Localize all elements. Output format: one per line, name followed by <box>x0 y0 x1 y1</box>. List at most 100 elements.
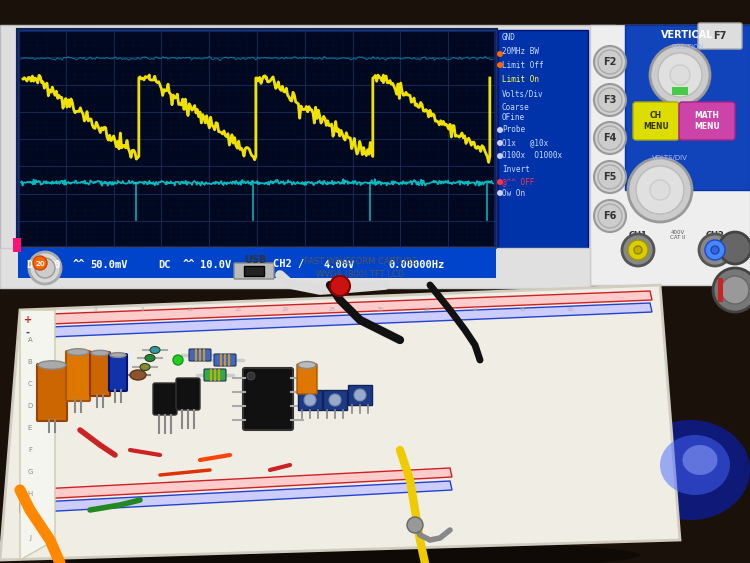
Circle shape <box>407 517 423 533</box>
Text: O1x   @10x: O1x @10x <box>502 138 548 148</box>
Text: H: H <box>27 491 33 497</box>
Text: 30: 30 <box>376 307 384 312</box>
Bar <box>590 25 750 285</box>
Text: F3: F3 <box>603 95 616 105</box>
Text: Ow On: Ow On <box>502 189 525 198</box>
Text: I: I <box>29 513 31 519</box>
Text: 25: 25 <box>328 307 336 312</box>
Ellipse shape <box>298 361 316 369</box>
Text: CH2: CH2 <box>706 230 724 239</box>
Circle shape <box>711 246 719 254</box>
Text: 0.00000Hz: 0.00000Hz <box>388 260 444 270</box>
Text: POSITION: POSITION <box>671 44 704 50</box>
Bar <box>298 390 322 410</box>
Ellipse shape <box>40 540 640 563</box>
Text: 20: 20 <box>35 261 45 267</box>
Ellipse shape <box>91 350 109 356</box>
Circle shape <box>594 161 626 193</box>
Text: 15: 15 <box>234 307 242 312</box>
Bar <box>244 266 264 276</box>
Text: VERTICAL: VERTICAL <box>662 30 714 40</box>
Bar <box>625 25 750 190</box>
Circle shape <box>35 258 55 278</box>
FancyBboxPatch shape <box>189 349 211 361</box>
Bar <box>348 385 372 405</box>
FancyBboxPatch shape <box>153 383 177 415</box>
FancyBboxPatch shape <box>214 354 236 366</box>
Circle shape <box>628 240 648 260</box>
Ellipse shape <box>38 361 66 369</box>
Circle shape <box>594 200 626 232</box>
Bar <box>718 278 723 302</box>
Text: A: A <box>28 337 32 343</box>
Circle shape <box>628 158 692 222</box>
Polygon shape <box>25 303 652 338</box>
Circle shape <box>330 276 350 296</box>
Circle shape <box>497 140 503 146</box>
Circle shape <box>497 62 503 68</box>
Circle shape <box>33 256 47 270</box>
Text: -: - <box>26 328 30 338</box>
Text: VOLTS/DIV: VOLTS/DIV <box>652 155 688 161</box>
Circle shape <box>721 276 749 304</box>
Bar <box>498 30 588 248</box>
Text: C: C <box>28 381 32 387</box>
Text: CH
MENU: CH MENU <box>643 111 669 131</box>
Circle shape <box>670 65 690 85</box>
Text: 40: 40 <box>471 307 478 312</box>
Text: ^^: ^^ <box>183 260 196 270</box>
Text: 20: 20 <box>281 307 289 312</box>
Text: O100x  O1000x: O100x O1000x <box>502 151 562 160</box>
Text: 400V
CAT II: 400V CAT II <box>670 230 686 240</box>
Circle shape <box>594 122 626 154</box>
Text: F6: F6 <box>603 211 616 221</box>
Text: E: E <box>28 425 32 431</box>
Circle shape <box>594 46 626 78</box>
Polygon shape <box>20 468 452 500</box>
Circle shape <box>713 268 750 312</box>
Text: J: J <box>29 535 31 541</box>
Circle shape <box>705 240 725 260</box>
Ellipse shape <box>140 364 150 370</box>
Text: MATH
MENU: MATH MENU <box>694 111 720 131</box>
Bar <box>0 248 590 288</box>
Bar <box>18 30 496 248</box>
Circle shape <box>650 180 670 200</box>
Text: +: + <box>24 315 32 325</box>
Circle shape <box>658 53 702 97</box>
Polygon shape <box>20 310 55 560</box>
Circle shape <box>598 165 622 189</box>
FancyBboxPatch shape <box>698 23 742 49</box>
Circle shape <box>497 179 503 185</box>
Text: WVGA (800) TFT LCD: WVGA (800) TFT LCD <box>316 270 404 279</box>
FancyBboxPatch shape <box>234 263 274 279</box>
Text: CH1: CH1 <box>628 230 647 239</box>
Text: F4: F4 <box>603 133 616 143</box>
Text: @^^ OFF: @^^ OFF <box>502 177 534 186</box>
Circle shape <box>29 252 61 284</box>
Circle shape <box>173 355 183 365</box>
Ellipse shape <box>660 435 730 495</box>
Ellipse shape <box>67 348 89 355</box>
Text: B: B <box>28 359 32 365</box>
Circle shape <box>699 234 731 266</box>
Bar <box>18 248 496 278</box>
Circle shape <box>497 51 503 57</box>
Circle shape <box>304 394 316 406</box>
Text: FAST WAVEFORM CAPTURE: FAST WAVEFORM CAPTURE <box>304 257 416 266</box>
Text: USB: USB <box>244 255 266 265</box>
Text: Volts/Div: Volts/Div <box>502 90 544 99</box>
Text: ^^: ^^ <box>73 260 86 270</box>
Text: 50.0mV: 50.0mV <box>90 260 128 270</box>
Text: 20: 20 <box>48 260 61 270</box>
Text: DC: DC <box>158 260 170 270</box>
Circle shape <box>598 126 622 150</box>
FancyBboxPatch shape <box>37 364 67 421</box>
Text: GND: GND <box>502 34 516 42</box>
Circle shape <box>247 372 255 380</box>
Text: F: F <box>28 447 32 453</box>
Text: Coarse: Coarse <box>502 104 530 113</box>
Text: Probe: Probe <box>502 126 525 135</box>
Text: 20MHz BW: 20MHz BW <box>502 47 539 56</box>
FancyBboxPatch shape <box>243 368 293 430</box>
